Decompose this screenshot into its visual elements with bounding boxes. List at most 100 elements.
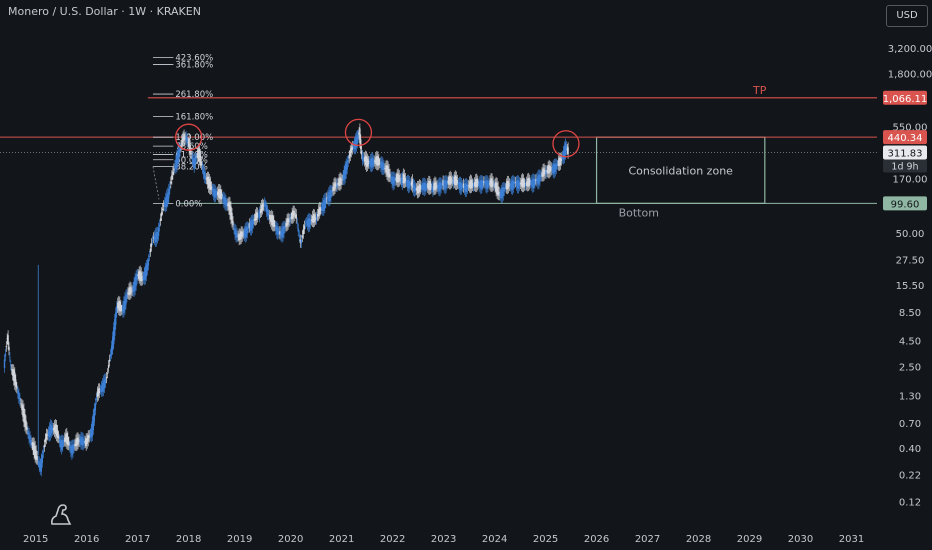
- price-candle: [533, 178, 535, 188]
- price-candle: [261, 203, 264, 210]
- y-tick-label: 15.50: [896, 281, 925, 292]
- peak-circle: [344, 118, 373, 147]
- price-candle: [191, 156, 193, 160]
- price-candle: [70, 446, 72, 453]
- price-candle: [284, 226, 286, 229]
- x-tick-label: 2030: [788, 534, 813, 545]
- price-candle: [205, 178, 208, 180]
- price-candle: [424, 182, 426, 192]
- price-candle: [81, 437, 83, 446]
- price-candle: [34, 445, 36, 458]
- price-candle: [133, 282, 135, 293]
- price-candle: [233, 227, 235, 230]
- x-tick-label: 2025: [533, 534, 558, 545]
- price-candle: [428, 180, 430, 190]
- price-candle: [383, 165, 385, 171]
- price-candle: [116, 306, 118, 313]
- price-candle: [298, 235, 301, 237]
- price-candle: [447, 180, 449, 184]
- price-candle: [535, 179, 537, 181]
- price-candle: [501, 187, 503, 199]
- price-candle: [90, 428, 92, 438]
- price-candle: [499, 193, 501, 197]
- price-candle: [292, 210, 294, 219]
- price-candle: [561, 155, 564, 159]
- price-candle: [531, 180, 533, 187]
- price-candle: [439, 182, 441, 192]
- price-candle: [420, 186, 423, 188]
- price-candle: [496, 182, 498, 195]
- price-candle: [368, 161, 371, 165]
- price-candle: [270, 216, 272, 223]
- price-candle: [277, 228, 279, 236]
- price-candle: [360, 150, 363, 155]
- price-candle: [192, 159, 194, 165]
- price-candle: [260, 205, 263, 213]
- price-candle: [18, 393, 20, 400]
- price-candle: [558, 157, 561, 167]
- price-candle: [51, 427, 54, 432]
- price-candle: [518, 182, 521, 187]
- price-candle: [238, 233, 240, 241]
- price-candle: [83, 440, 85, 445]
- current-price-tag-bg: [883, 145, 927, 160]
- x-tick-label: 2026: [584, 534, 609, 545]
- price-candle: [550, 167, 552, 171]
- price-candle: [297, 228, 299, 232]
- price-candle: [528, 177, 530, 187]
- price-candle: [445, 180, 447, 189]
- price-candle: [353, 141, 356, 150]
- price-candle: [271, 214, 273, 225]
- price-candle: [513, 181, 516, 185]
- y-tick-label: 2.50: [899, 362, 921, 373]
- price-candle: [54, 424, 57, 435]
- price-candle: [438, 182, 440, 192]
- price-candle: [154, 233, 157, 243]
- price-candle: [262, 204, 265, 207]
- currency-button[interactable]: USD: [886, 5, 928, 27]
- price-candle: [106, 373, 109, 374]
- price-candle: [218, 189, 220, 198]
- price-candle: [230, 206, 232, 220]
- price-candle: [326, 197, 328, 199]
- bottom-label: Bottom: [619, 206, 659, 219]
- price-candle: [180, 145, 182, 147]
- dinosaur-logo-icon[interactable]: [48, 500, 74, 526]
- price-candle: [530, 182, 532, 184]
- price-candle: [498, 191, 500, 196]
- price-candle: [481, 180, 483, 189]
- price-candle: [360, 139, 362, 150]
- price-candle: [475, 179, 477, 188]
- price-candle: [266, 209, 269, 216]
- price-candle: [305, 222, 308, 223]
- price-candle: [146, 263, 149, 271]
- price-candle: [362, 158, 365, 160]
- price-candle: [556, 164, 559, 166]
- price-candle: [281, 228, 283, 238]
- price-candle: [291, 212, 293, 220]
- fib-level-label: 50.00%: [175, 156, 207, 166]
- consolidation-zone-label: Consolidation zone: [628, 164, 733, 177]
- price-candle: [419, 185, 422, 190]
- price-candle: [227, 203, 229, 207]
- price-candle: [178, 149, 180, 159]
- price-candle: [45, 433, 48, 440]
- price-candle: [365, 156, 368, 168]
- price-candle: [388, 168, 390, 178]
- price-candle: [315, 216, 318, 220]
- price-candle: [77, 437, 79, 445]
- price-candle: [352, 145, 355, 148]
- price-candle: [248, 223, 251, 228]
- price-candle: [301, 235, 304, 238]
- price-candle: [25, 420, 27, 429]
- price-candle: [43, 444, 46, 448]
- price-candle: [168, 188, 170, 199]
- y-tick-label: 27.50: [896, 256, 925, 267]
- price-candle: [534, 179, 536, 184]
- price-candle: [517, 180, 520, 189]
- price-candle: [183, 134, 185, 141]
- x-tick-label: 2016: [74, 534, 99, 545]
- price-candle: [526, 181, 528, 186]
- price-candle: [304, 223, 307, 225]
